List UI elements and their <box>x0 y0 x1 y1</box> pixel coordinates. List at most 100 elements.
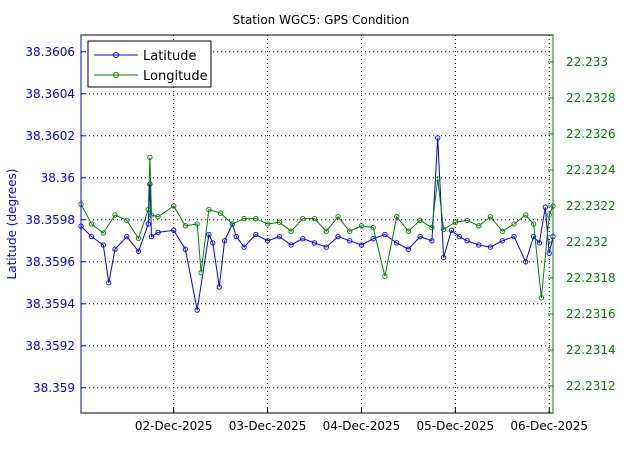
data-point-latitude <box>147 181 153 187</box>
data-point-latitude <box>417 233 423 240</box>
data-point-latitude <box>499 238 505 244</box>
data-point-longitude <box>435 176 441 182</box>
data-point-latitude <box>405 246 412 252</box>
data-point-latitude <box>311 240 318 246</box>
chart-title: Station WGC5: GPS Condition <box>233 13 410 27</box>
data-point-latitude <box>511 233 517 240</box>
data-point-longitude <box>452 219 458 225</box>
data-point-latitude <box>241 244 247 250</box>
right-tick-label: 22.2314 <box>566 343 616 357</box>
data-point-latitude <box>145 221 151 227</box>
data-point-latitude <box>536 240 543 246</box>
series-line-latitude <box>80 137 554 311</box>
data-point-latitude <box>476 242 482 248</box>
data-point-latitude <box>221 238 228 244</box>
data-point-longitude <box>487 214 494 220</box>
data-point-longitude <box>323 228 329 234</box>
data-point-latitude <box>210 240 216 246</box>
data-point-longitude <box>530 221 537 227</box>
data-point-latitude <box>124 233 130 240</box>
data-point-longitude <box>370 224 376 231</box>
data-point-longitude <box>124 217 130 224</box>
data-point-longitude <box>155 214 161 220</box>
data-point-latitude <box>323 244 329 250</box>
data-point-longitude <box>206 206 212 213</box>
data-point-latitude <box>182 246 189 252</box>
data-point-longitude <box>311 215 318 222</box>
data-point-longitude <box>440 226 447 233</box>
data-point-longitude <box>276 219 282 225</box>
data-point-longitude <box>198 269 204 276</box>
data-point-latitude <box>382 231 388 238</box>
data-point-longitude <box>511 221 517 227</box>
data-point-latitude <box>100 242 106 248</box>
data-point-latitude <box>464 238 470 244</box>
series-longitude <box>78 154 556 301</box>
x-tick-label: 02-Dec-2025 <box>135 419 213 433</box>
left-tick-label: 38.3604 <box>25 87 75 101</box>
data-point-latitude <box>288 242 294 248</box>
data-point-longitude <box>347 228 353 234</box>
left-tick-label: 38.36 <box>41 171 75 185</box>
data-point-longitude <box>546 212 552 218</box>
data-point-longitude <box>382 273 388 279</box>
left-tick-label: 38.3602 <box>25 129 75 143</box>
x-tick-label: 04-Dec-2025 <box>323 419 401 433</box>
data-point-latitude <box>148 233 155 240</box>
legend-marker-longitude <box>113 72 119 78</box>
legend-box <box>87 40 212 88</box>
data-point-latitude <box>335 233 341 240</box>
right-tick-label: 22.2318 <box>566 271 616 285</box>
x-tick-label: 03-Dec-2025 <box>229 419 307 433</box>
data-point-longitude <box>100 230 106 236</box>
right-tick-label: 22.2316 <box>566 307 616 321</box>
left-tick-label: 38.359 <box>33 381 75 395</box>
data-point-latitude <box>112 246 118 252</box>
legend-label-longitude: Longitude <box>143 69 208 84</box>
data-point-longitude <box>264 221 271 227</box>
data-point-latitude <box>155 229 161 236</box>
data-point-longitude <box>405 228 412 234</box>
data-point-latitude <box>253 231 259 238</box>
data-point-longitude <box>148 212 155 218</box>
data-point-latitude <box>358 242 365 248</box>
data-point-longitude <box>112 212 118 218</box>
data-point-longitude <box>194 221 200 227</box>
right-tick-label: 22.2326 <box>566 127 616 141</box>
plot-area <box>78 135 556 313</box>
data-point-latitude <box>435 135 441 141</box>
y-axis-label: Latitude (degrees) <box>5 169 19 280</box>
data-point-latitude <box>523 259 529 265</box>
data-point-latitude <box>171 227 177 233</box>
axes-box <box>80 34 554 414</box>
right-tick-label: 22.232 <box>566 235 608 249</box>
data-point-longitude <box>417 217 423 224</box>
data-point-latitude <box>429 238 435 244</box>
x-tick-label: 05-Dec-2025 <box>416 419 494 433</box>
data-point-latitude <box>347 238 353 244</box>
data-point-longitude <box>394 214 400 220</box>
data-point-longitude <box>476 223 482 229</box>
data-point-latitude <box>88 233 95 240</box>
right-tick-label: 22.233 <box>566 55 608 69</box>
x-tick-label: 06-Dec-2025 <box>510 419 588 433</box>
left-tick-label: 38.3606 <box>25 45 75 59</box>
data-point-latitude <box>300 236 306 242</box>
data-point-longitude <box>217 210 224 216</box>
data-point-longitude <box>499 228 505 234</box>
data-point-latitude <box>206 231 212 238</box>
left-tick-label: 38.3598 <box>25 213 75 227</box>
data-point-longitude <box>358 223 365 229</box>
data-point-latitude <box>440 254 447 261</box>
data-point-longitude <box>88 221 95 227</box>
x-axis-ticks: 02-Dec-2025 03-Dec-2025 04-Dec-2025 05-Dec-… <box>135 408 588 433</box>
data-point-longitude <box>464 217 470 224</box>
right-tick-label: 22.2324 <box>566 163 616 177</box>
data-point-longitude <box>171 203 177 209</box>
right-tick-label: 22.2322 <box>566 199 616 213</box>
data-point-latitude <box>276 233 282 240</box>
data-point-longitude <box>523 212 529 218</box>
data-point-longitude <box>241 215 247 222</box>
